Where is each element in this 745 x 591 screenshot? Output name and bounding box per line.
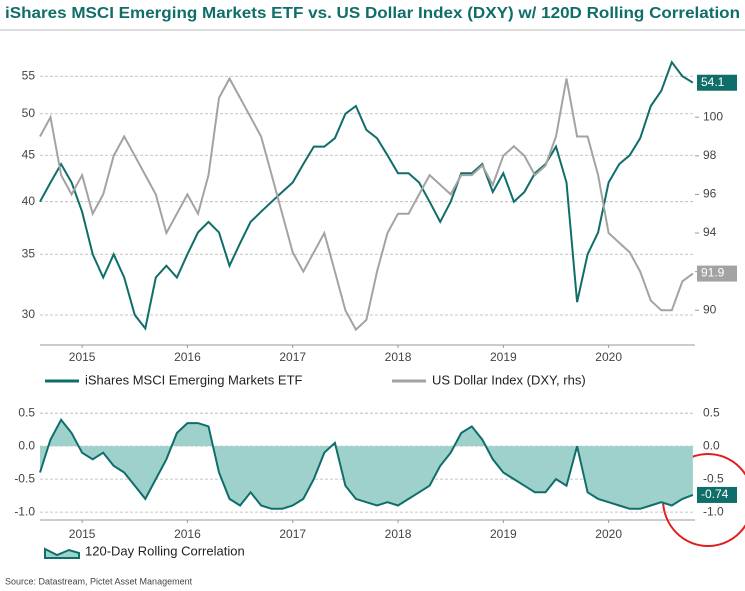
y-tick-label: 50 bbox=[22, 106, 36, 120]
end-label: 54.1 bbox=[701, 75, 725, 89]
end-label: 91.9 bbox=[701, 266, 725, 280]
y-tick-label: 30 bbox=[22, 307, 36, 321]
y2-tick-label: 100 bbox=[703, 109, 723, 123]
legend-swatch bbox=[44, 547, 80, 559]
y-tick-label: 45 bbox=[22, 147, 36, 161]
legend-label: iShares MSCI Emerging Markets ETF bbox=[85, 372, 303, 387]
y-tick-label: -0.5 bbox=[14, 471, 35, 485]
y2-tick-label: 0.5 bbox=[703, 405, 720, 419]
legend-label: US Dollar Index (DXY, rhs) bbox=[432, 372, 586, 387]
x-tick-label: 2019 bbox=[490, 350, 517, 364]
legend-label: 120-Day Rolling Correlation bbox=[85, 543, 245, 558]
x-tick-label: 2017 bbox=[279, 350, 306, 364]
x-tick-label: 2015 bbox=[69, 350, 96, 364]
y2-tick-label: 96 bbox=[703, 187, 717, 201]
y2-tick-label: -0.5 bbox=[703, 471, 724, 485]
source-note: Source: Datastream, Pictet Asset Managem… bbox=[5, 576, 193, 586]
y2-tick-label: -1.0 bbox=[703, 504, 724, 518]
end-label-box bbox=[697, 74, 737, 91]
chart-title: iShares MSCI Emerging Markets ETF vs. US… bbox=[5, 5, 740, 22]
x-tick-label: 2015 bbox=[69, 527, 96, 541]
x-tick-label: 2016 bbox=[174, 527, 201, 541]
x-tick-label: 2016 bbox=[174, 350, 201, 364]
series-line bbox=[39, 76, 694, 332]
end-label-box bbox=[697, 265, 737, 282]
x-tick-label: 2020 bbox=[595, 527, 622, 541]
y2-tick-label: 94 bbox=[703, 225, 717, 239]
y-tick-label: 40 bbox=[22, 194, 36, 208]
y-tick-label: 35 bbox=[22, 246, 36, 260]
series-line bbox=[39, 417, 694, 510]
y-tick-label: -1.0 bbox=[14, 504, 35, 518]
y-tick-label: 55 bbox=[22, 68, 36, 82]
y-tick-label: 0.5 bbox=[18, 405, 35, 419]
y-tick-label: 0.0 bbox=[18, 438, 35, 452]
y2-tick-label: 90 bbox=[703, 302, 717, 316]
end-label: -0.74 bbox=[701, 487, 729, 501]
x-tick-label: 2018 bbox=[385, 527, 412, 541]
series-line bbox=[39, 60, 694, 331]
y2-tick-label: 0.0 bbox=[703, 438, 720, 452]
x-tick-label: 2019 bbox=[490, 527, 517, 541]
x-tick-label: 2018 bbox=[385, 350, 412, 364]
area-fill bbox=[40, 419, 693, 509]
x-tick-label: 2017 bbox=[279, 527, 306, 541]
y2-tick-label: 98 bbox=[703, 148, 717, 162]
end-label-box bbox=[697, 486, 737, 503]
x-tick-label: 2020 bbox=[595, 350, 622, 364]
